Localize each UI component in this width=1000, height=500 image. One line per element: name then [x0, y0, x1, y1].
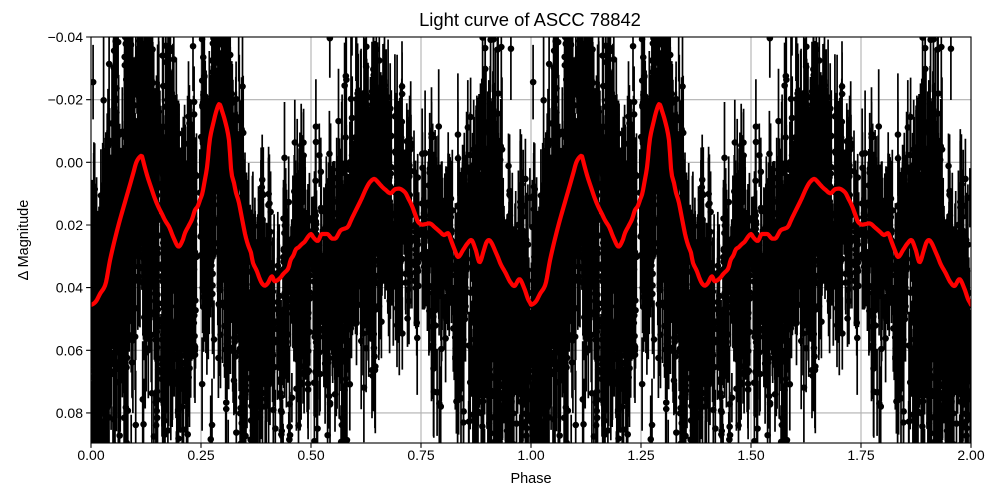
svg-text:Light curve of ASCC 78842: Light curve of ASCC 78842: [419, 9, 641, 30]
svg-text:0.25: 0.25: [187, 447, 214, 463]
svg-text:2.00: 2.00: [957, 447, 984, 463]
svg-text:0.04: 0.04: [56, 280, 83, 296]
svg-text:1.00: 1.00: [517, 447, 544, 463]
svg-text:1.25: 1.25: [627, 447, 654, 463]
svg-text:Δ Magnitude: Δ Magnitude: [16, 200, 32, 281]
svg-text:1.50: 1.50: [737, 447, 764, 463]
svg-text:Phase: Phase: [510, 471, 551, 487]
svg-text:0.02: 0.02: [56, 217, 83, 233]
svg-text:0.50: 0.50: [297, 447, 324, 463]
svg-text:0.00: 0.00: [56, 154, 83, 170]
svg-text:−0.02: −0.02: [48, 92, 84, 108]
svg-text:1.75: 1.75: [847, 447, 874, 463]
svg-text:0.00: 0.00: [77, 447, 104, 463]
svg-text:−0.04: −0.04: [48, 29, 84, 45]
svg-text:0.06: 0.06: [56, 342, 83, 358]
svg-text:0.08: 0.08: [56, 405, 83, 421]
svg-text:0.75: 0.75: [407, 447, 434, 463]
